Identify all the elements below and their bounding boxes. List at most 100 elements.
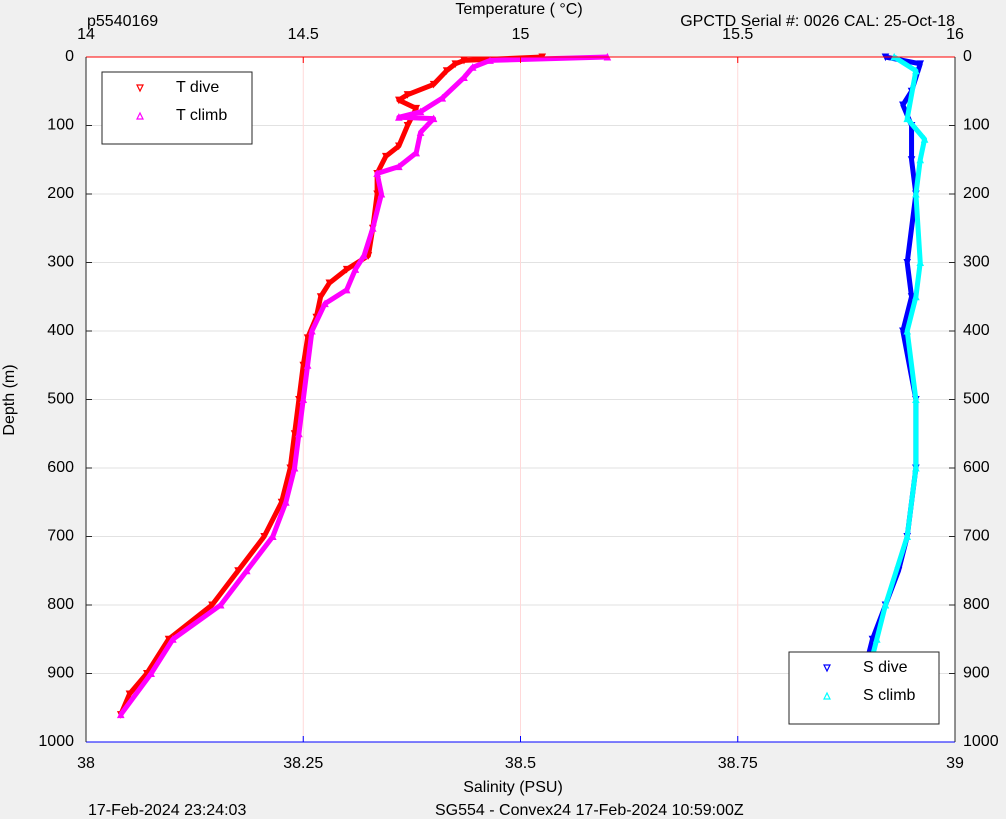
data-point — [903, 259, 912, 267]
data-point — [486, 56, 494, 64]
y-tick-label: 300 — [47, 254, 74, 271]
y2-tick-label: 800 — [963, 596, 990, 613]
x-axis-label: Salinity (PSU) — [463, 779, 563, 796]
legend-marker — [823, 664, 831, 673]
y2-tick-label: 400 — [963, 322, 990, 339]
legend-label: T dive — [176, 79, 219, 96]
y-axis-label: Depth (m) — [1, 364, 18, 435]
footer-left: 17-Feb-2024 23:24:03 — [88, 802, 246, 819]
data-point — [360, 251, 368, 260]
data-point — [295, 429, 303, 438]
data-point — [403, 122, 412, 130]
data-point — [269, 532, 277, 540]
y-tick-label: 200 — [47, 185, 74, 202]
y-tick-label: 400 — [47, 322, 74, 339]
data-point — [299, 361, 308, 370]
data-point — [395, 142, 403, 151]
data-point — [912, 189, 920, 198]
x-tick-label: 38.75 — [718, 755, 758, 772]
data-point — [342, 285, 351, 294]
data-point — [416, 107, 425, 116]
data-point — [416, 128, 425, 136]
data-point — [429, 114, 438, 123]
data-point — [260, 533, 268, 541]
legend-label: S climb — [863, 687, 916, 704]
x2-tick-label: 15 — [512, 26, 530, 43]
data-point — [903, 114, 912, 123]
data-point — [912, 395, 920, 403]
x2-tick-label: 16 — [946, 26, 964, 43]
x-tick-label: 38.5 — [505, 755, 536, 772]
data-point — [295, 396, 303, 404]
legend-box — [101, 71, 253, 145]
data-point — [286, 464, 295, 473]
x-tick-label: 38 — [77, 755, 95, 772]
y2-tick-label: 900 — [963, 665, 990, 682]
data-point — [351, 265, 360, 273]
data-point — [907, 156, 916, 164]
data-point — [395, 113, 403, 121]
y-tick-label: 100 — [47, 117, 74, 134]
data-point — [468, 63, 477, 71]
data-point — [316, 293, 325, 301]
y2-tick-label: 300 — [963, 254, 990, 271]
data-point — [303, 361, 312, 369]
legend-label: S dive — [863, 659, 908, 676]
data-point — [429, 80, 438, 89]
data-point — [242, 566, 251, 575]
profile-line — [118, 54, 608, 717]
data-point — [147, 669, 155, 677]
data-point — [290, 430, 299, 438]
data-point — [916, 258, 925, 266]
data-point — [290, 463, 299, 472]
x2-tick-label: 14 — [77, 26, 95, 43]
title-left: p5540169 — [87, 13, 158, 30]
data-point — [368, 224, 377, 232]
data-point — [325, 279, 334, 288]
data-point — [912, 292, 920, 301]
data-point — [451, 60, 460, 68]
data-point — [216, 600, 225, 609]
x2-axis-label: Temperature ( °C) — [455, 1, 582, 18]
data-point — [373, 169, 381, 177]
x-tick-label: 38.25 — [283, 755, 323, 772]
data-point — [912, 66, 920, 75]
data-point — [412, 104, 421, 113]
y2-tick-label: 0 — [963, 48, 972, 65]
y-tick-label: 0 — [65, 48, 74, 65]
data-point — [912, 463, 920, 472]
data-point — [442, 67, 451, 75]
y-tick-label: 900 — [47, 665, 74, 682]
data-point — [116, 710, 125, 719]
data-point — [899, 327, 907, 336]
y2-tick-label: 700 — [963, 528, 990, 545]
data-point — [125, 690, 134, 699]
y-tick-label: 1000 — [38, 733, 74, 750]
y-tick-label: 800 — [47, 596, 74, 613]
y-tick-label: 500 — [47, 391, 74, 408]
data-point — [872, 635, 881, 643]
y-tick-label: 700 — [47, 528, 74, 545]
x-tick-label: 39 — [946, 755, 964, 772]
data-point — [282, 498, 290, 506]
data-point — [308, 326, 316, 335]
y2-tick-label: 1000 — [963, 733, 999, 750]
title-right: GPCTD Serial #: 0026 CAL: 25-Oct-18 — [680, 13, 955, 30]
legend-marker — [823, 691, 831, 700]
y2-tick-label: 200 — [963, 185, 990, 202]
legend-marker — [136, 111, 144, 120]
data-point — [169, 635, 177, 643]
data-point — [234, 567, 242, 575]
legend: S dive S climb — [788, 651, 940, 725]
data-point — [208, 601, 216, 610]
profile-line — [856, 54, 928, 716]
marks — [116, 52, 929, 719]
data-point — [907, 293, 916, 301]
data-point — [299, 395, 308, 403]
data-point — [899, 101, 907, 110]
y2-tick-label: 500 — [963, 391, 990, 408]
data-point — [460, 73, 468, 82]
footer-right: SG554 - Convex24 17-Feb-2024 10:59:00Z — [435, 802, 744, 819]
data-point — [438, 93, 447, 102]
